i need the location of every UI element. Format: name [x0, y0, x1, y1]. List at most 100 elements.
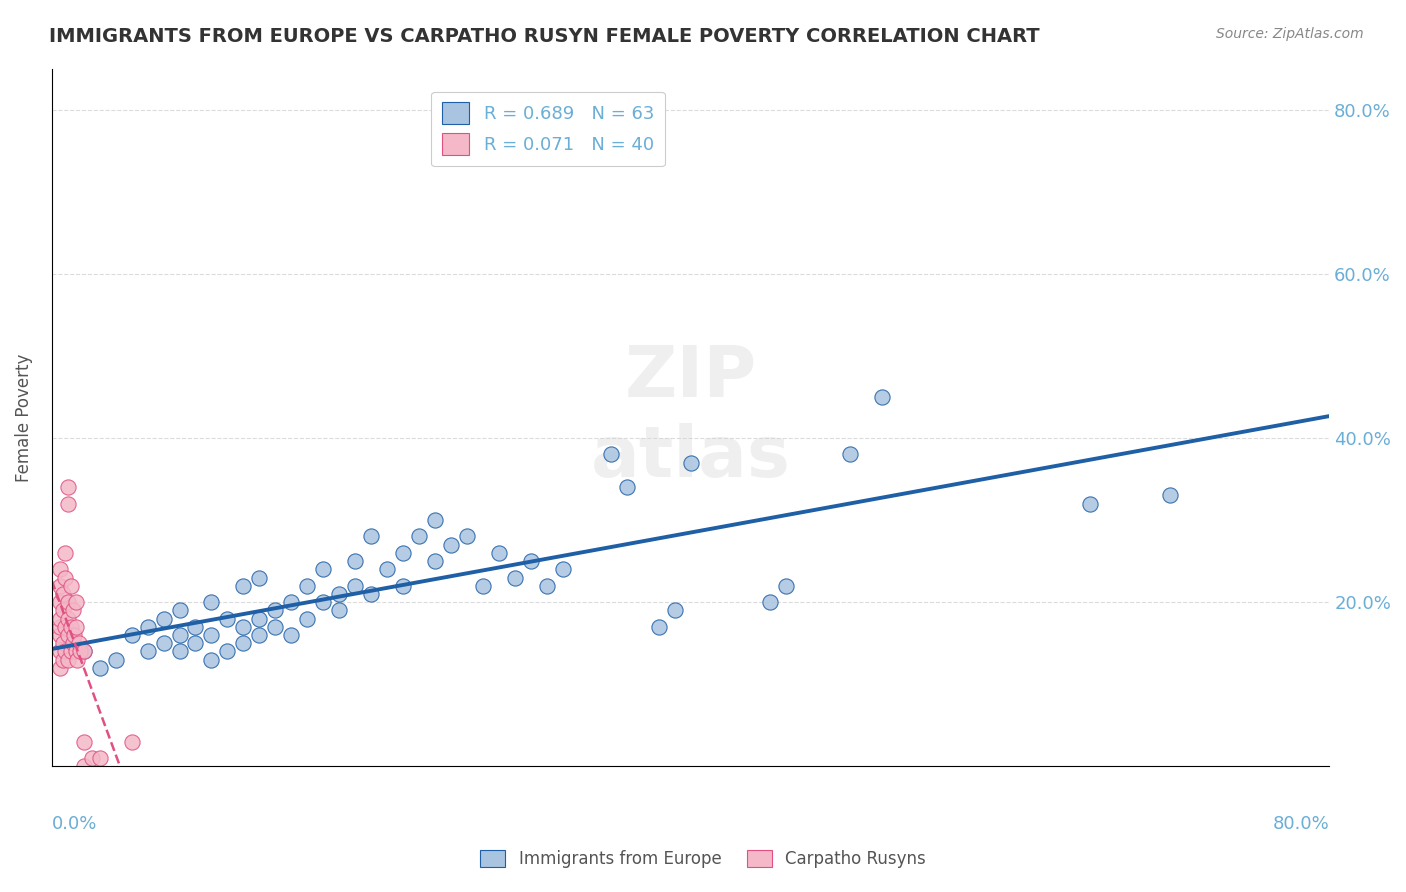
Point [423, 513, 446, 527]
Point [48, 620, 70, 634]
Point [48, 644, 70, 658]
Point [217, 611, 239, 625]
Point [536, 579, 558, 593]
Point [264, 620, 287, 634]
Point [52, 603, 75, 617]
Point [53, 644, 76, 658]
Point [59, 579, 82, 593]
Point [200, 595, 222, 609]
Point [551, 562, 574, 576]
Point [136, 644, 159, 658]
Point [53, 546, 76, 560]
Point [56, 628, 79, 642]
Point [247, 611, 270, 625]
Point [52, 587, 75, 601]
Point [59, 644, 82, 658]
Point [89, 751, 111, 765]
Point [65, 644, 87, 658]
Point [647, 620, 669, 634]
Point [392, 579, 415, 593]
Point [232, 620, 254, 634]
Point [200, 628, 222, 642]
Point [73, 734, 96, 748]
Point [121, 628, 143, 642]
Point [56, 595, 79, 609]
Point [423, 554, 446, 568]
Point [312, 595, 335, 609]
Point [759, 595, 782, 609]
Point [69, 644, 91, 658]
Point [80, 751, 103, 765]
Point [56, 611, 79, 625]
Text: 0.0%: 0.0% [52, 815, 97, 833]
Point [169, 628, 191, 642]
Point [280, 595, 302, 609]
Point [328, 587, 350, 601]
Point [1078, 497, 1101, 511]
Point [136, 620, 159, 634]
Point [775, 579, 797, 593]
Point [48, 661, 70, 675]
Point [1159, 488, 1181, 502]
Point [53, 570, 76, 584]
Point [456, 529, 478, 543]
Point [73, 644, 96, 658]
Point [56, 480, 79, 494]
Point [104, 652, 127, 666]
Point [169, 644, 191, 658]
Point [839, 447, 862, 461]
Point [280, 628, 302, 642]
Point [297, 579, 319, 593]
Point [52, 636, 75, 650]
Text: IMMIGRANTS FROM EUROPE VS CARPATHO RUSYN FEMALE POVERTY CORRELATION CHART: IMMIGRANTS FROM EUROPE VS CARPATHO RUSYN… [49, 27, 1040, 45]
Point [152, 611, 174, 625]
Point [53, 620, 76, 634]
Point [65, 620, 87, 634]
Text: Source: ZipAtlas.com: Source: ZipAtlas.com [1216, 27, 1364, 41]
Point [62, 603, 84, 617]
Point [65, 595, 87, 609]
Point [184, 636, 207, 650]
Point [52, 652, 75, 666]
Point [344, 554, 367, 568]
Legend: R = 0.689   N = 63, R = 0.071   N = 40: R = 0.689 N = 63, R = 0.071 N = 40 [432, 92, 665, 166]
Point [232, 636, 254, 650]
Text: ZIP
atlas: ZIP atlas [591, 343, 790, 491]
Y-axis label: Female Poverty: Female Poverty [15, 353, 32, 482]
Point [344, 579, 367, 593]
Point [360, 529, 382, 543]
Point [297, 611, 319, 625]
Point [56, 497, 79, 511]
Point [520, 554, 543, 568]
Point [56, 652, 79, 666]
Point [503, 570, 526, 584]
Point [59, 620, 82, 634]
Point [200, 652, 222, 666]
Point [870, 390, 893, 404]
Point [360, 587, 382, 601]
Point [48, 595, 70, 609]
Point [679, 456, 702, 470]
Point [232, 579, 254, 593]
Point [247, 570, 270, 584]
Point [48, 579, 70, 593]
Point [328, 603, 350, 617]
Point [66, 652, 89, 666]
Point [247, 628, 270, 642]
Point [121, 734, 143, 748]
Legend: Immigrants from Europe, Carpatho Rusyns: Immigrants from Europe, Carpatho Rusyns [474, 843, 932, 875]
Text: 80.0%: 80.0% [1272, 815, 1329, 833]
Point [73, 759, 96, 773]
Point [375, 562, 398, 576]
Point [152, 636, 174, 650]
Point [312, 562, 335, 576]
Point [471, 579, 494, 593]
Point [217, 644, 239, 658]
Point [488, 546, 510, 560]
Point [62, 636, 84, 650]
Point [599, 447, 621, 461]
Point [184, 620, 207, 634]
Point [616, 480, 638, 494]
Point [48, 628, 70, 642]
Point [48, 562, 70, 576]
